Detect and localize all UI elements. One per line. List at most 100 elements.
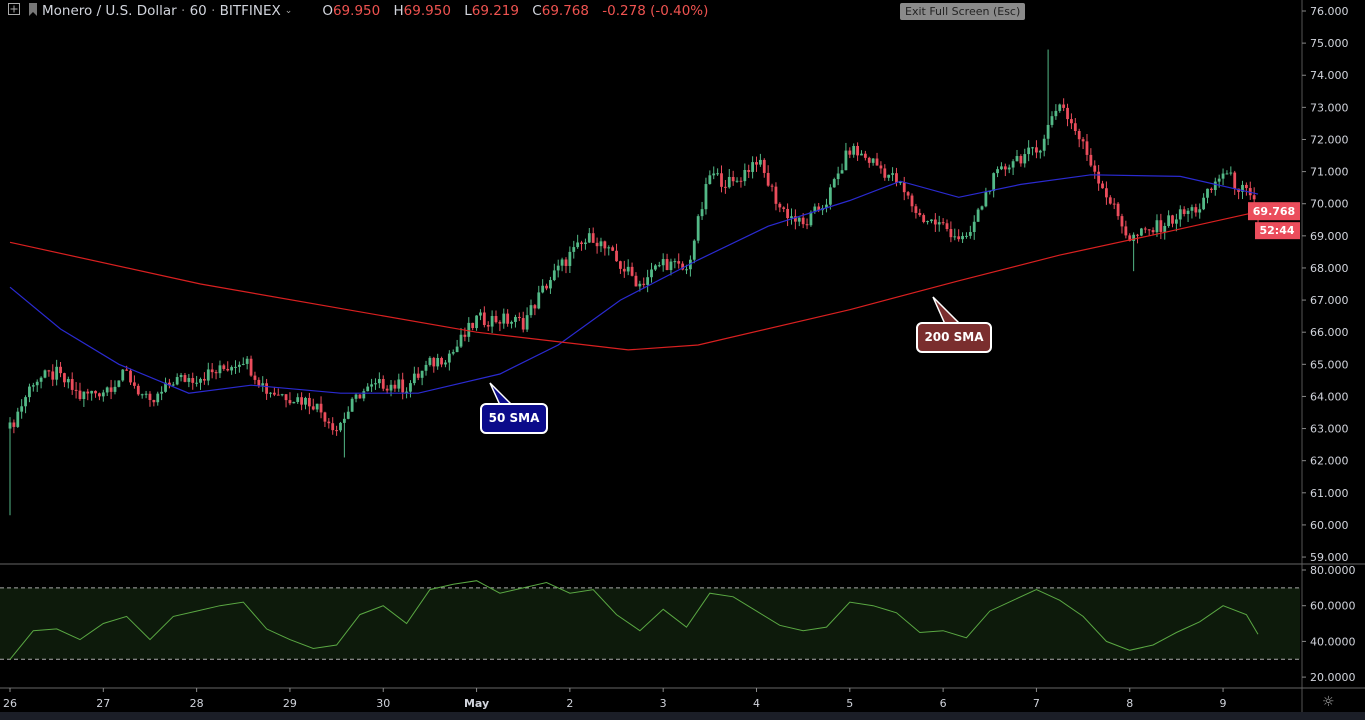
candle-body — [486, 325, 490, 327]
candle — [1097, 164, 1101, 191]
candle-body — [261, 383, 265, 386]
candle — [937, 215, 941, 232]
candle — [984, 187, 988, 208]
candle — [1155, 214, 1159, 237]
candle-body — [591, 233, 595, 243]
candle-body — [1178, 209, 1182, 220]
symbol-name[interactable]: Monero / U.S. Dollar — [42, 3, 177, 19]
candle — [183, 372, 187, 383]
candle — [265, 378, 269, 400]
symbol-flag-icon[interactable] — [28, 2, 38, 20]
candle-body — [720, 173, 723, 187]
candle-body — [1108, 197, 1112, 204]
candle — [339, 421, 342, 433]
candle-body — [564, 259, 568, 266]
candle — [370, 378, 373, 392]
candle-body — [1225, 173, 1229, 175]
candle-body — [253, 375, 257, 380]
sma200-line — [9, 211, 1259, 351]
candle-body — [35, 381, 39, 386]
candle-body — [603, 241, 607, 249]
price-pane[interactable] — [8, 49, 1260, 516]
candle-body — [992, 173, 996, 192]
candle — [517, 312, 521, 322]
candle-body — [397, 379, 401, 389]
candle — [1081, 137, 1085, 150]
candle — [1124, 220, 1128, 239]
candle — [863, 150, 867, 161]
candle-body — [12, 422, 16, 427]
rsi-line — [9, 580, 1259, 660]
candle — [712, 166, 716, 180]
candle-body — [521, 318, 525, 330]
candle-body — [825, 204, 828, 209]
candle-body — [374, 383, 377, 385]
candle-body — [335, 430, 338, 432]
candle — [385, 385, 389, 394]
candle — [78, 382, 82, 401]
candle — [319, 396, 323, 419]
candle — [498, 320, 502, 332]
candle — [1198, 203, 1202, 219]
candle — [241, 357, 245, 366]
candle-body — [1124, 226, 1128, 236]
candle — [1054, 104, 1058, 120]
candle-body — [902, 182, 906, 193]
current-price-badge — [1248, 202, 1300, 221]
candle-body — [755, 162, 758, 165]
candle — [673, 258, 677, 269]
candle-body — [646, 277, 650, 285]
candle — [393, 380, 397, 392]
candle — [440, 356, 443, 368]
candle — [424, 360, 428, 376]
candle — [12, 419, 16, 434]
candle — [541, 279, 545, 294]
candle — [467, 317, 471, 342]
candle — [778, 202, 782, 213]
candle — [105, 386, 109, 397]
candle — [1229, 166, 1233, 176]
settings-gear-icon[interactable]: ☼ — [1322, 694, 1335, 710]
candle-body — [875, 158, 879, 166]
candle-body — [723, 186, 727, 188]
candle-body — [156, 393, 160, 403]
candle — [148, 391, 152, 407]
candle-body — [506, 313, 510, 324]
candle-body — [436, 357, 440, 367]
candle — [549, 276, 552, 294]
candle-body — [28, 386, 31, 398]
expand-plus-icon[interactable] — [8, 3, 20, 19]
candle — [1105, 181, 1108, 205]
candle — [1077, 128, 1081, 148]
candle-body — [584, 242, 587, 245]
candle — [502, 308, 506, 329]
candle — [1186, 208, 1190, 223]
candle — [203, 372, 206, 385]
candle — [98, 392, 101, 401]
time-tick-label: 2 — [566, 697, 573, 710]
candle-body — [1221, 173, 1225, 179]
interval[interactable]: 60 — [189, 3, 207, 19]
candle — [82, 391, 86, 407]
candle-body — [455, 346, 459, 353]
candle — [28, 383, 31, 403]
candle-body — [984, 191, 988, 207]
candle — [292, 401, 296, 404]
candle-body — [8, 422, 12, 429]
candle-body — [957, 236, 961, 240]
chevron-down-icon[interactable]: ⌄ — [284, 6, 293, 16]
candle — [296, 393, 300, 404]
candle — [572, 240, 576, 259]
rsi-pane[interactable] — [0, 580, 1300, 660]
candle — [482, 306, 486, 328]
candle-body — [1066, 107, 1069, 120]
candle-body — [1194, 207, 1198, 213]
candle-body — [879, 165, 883, 169]
candle — [965, 232, 968, 239]
rsi-tick-label: 40.0000 — [1310, 635, 1356, 648]
candle-body — [1093, 165, 1097, 172]
candle — [1062, 98, 1066, 112]
candle-body — [654, 265, 657, 270]
candle-body — [381, 379, 385, 389]
